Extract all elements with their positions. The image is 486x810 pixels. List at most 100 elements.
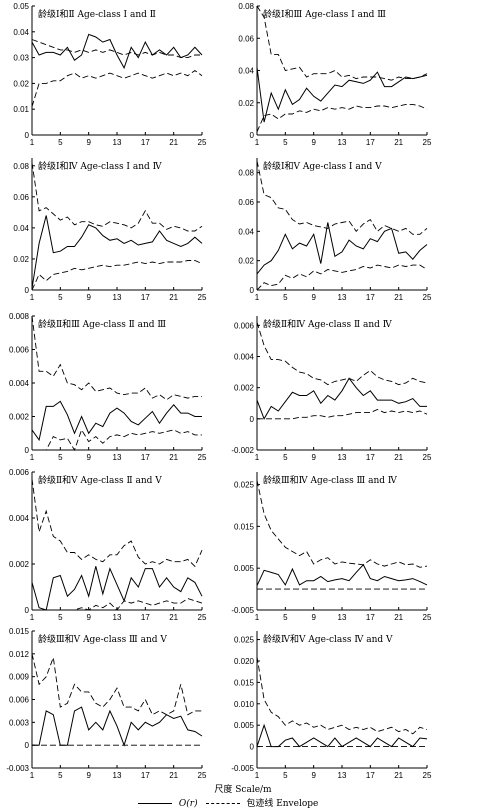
panel-title: 龄级Ⅱ和Ⅲ Age-class Ⅱ and Ⅲ [38, 318, 166, 330]
x-tick-label: 25 [198, 293, 207, 302]
x-tick-label: 17 [366, 613, 375, 622]
x-tick-label: 17 [141, 453, 150, 462]
x-tick-label: 5 [283, 453, 288, 462]
series-upper-line [31, 162, 203, 232]
x-tick-label: 25 [198, 771, 207, 780]
x-tick-label: 9 [86, 138, 91, 147]
y-tick-label: 0.015 [234, 678, 255, 687]
x-tick-label: 21 [394, 293, 403, 302]
y-tick-label: 0.006 [9, 696, 30, 705]
series-lower-line [31, 69, 203, 107]
series-upper-line [31, 653, 202, 716]
x-tick-label: 1 [30, 293, 35, 302]
y-tick-label: 0 [250, 286, 255, 295]
x-tick-label: 21 [394, 138, 403, 147]
x-tick-label: 13 [113, 293, 122, 302]
series-lower-line [256, 103, 428, 132]
x-tick-label: 13 [338, 613, 347, 622]
series-observed-line [31, 33, 203, 70]
x-tick-label: 17 [366, 453, 375, 462]
panel-6: 龄级Ⅱ和Ⅳ Age-class Ⅱ and Ⅳ -0.002 0 0.002 0.004… [231, 316, 432, 462]
series-lower-line [256, 264, 428, 291]
y-tick-label: 0.005 [234, 564, 255, 573]
x-tick-label: 9 [86, 613, 91, 622]
series-observed-line [256, 563, 428, 586]
y-tick-label: 0.002 [9, 413, 30, 422]
x-tick-label: 5 [283, 138, 288, 147]
x-tick-label: 5 [58, 138, 63, 147]
y-tick-label: 0.04 [13, 224, 29, 233]
series-upper-line [31, 478, 203, 568]
y-tick-label: 0.08 [238, 169, 254, 178]
x-tick-label: 21 [394, 453, 403, 462]
x-tick-label: 17 [141, 771, 150, 780]
panel-8: 龄级Ⅲ和Ⅳ Age-class Ⅲ and Ⅳ -0.005 0.005 0.015 0… [231, 472, 432, 622]
x-tick-label: 17 [366, 293, 375, 302]
x-tick-label: 1 [30, 138, 35, 147]
x-tick-label: 1 [255, 771, 260, 780]
x-tick-label: 1 [255, 138, 260, 147]
y-tick-label: 0.06 [238, 198, 254, 207]
y-tick-label: 0.009 [9, 673, 30, 682]
series-observed-line [31, 215, 203, 289]
y-tick-label: 0.08 [238, 2, 254, 11]
y-tick-label: 0.008 [9, 312, 30, 321]
x-tick-label: 25 [423, 771, 432, 780]
y-tick-label: 0.025 [234, 481, 255, 490]
x-tick-label: 25 [198, 613, 207, 622]
series-observed-line [256, 222, 428, 275]
y-tick-label: 0.04 [13, 28, 29, 37]
y-tick-label: 0.012 [9, 650, 30, 659]
y-tick-label: 0.08 [13, 162, 29, 171]
series-observed-line [256, 67, 428, 123]
x-tick-label: 9 [311, 453, 316, 462]
x-tick-label: 25 [423, 453, 432, 462]
x-tick-label: 5 [58, 293, 63, 302]
x-tick-label: 1 [255, 453, 260, 462]
panel-9: 龄级Ⅲ和Ⅴ Age-class Ⅲ and Ⅴ -0.003 0 0.003 0.006… [6, 627, 207, 780]
y-tick-label: 0.05 [13, 2, 29, 11]
y-tick-label: 0.01 [13, 105, 29, 114]
x-axis-label-text: 尺度 Scale/m [214, 785, 272, 795]
y-tick-label: 0.015 [9, 627, 30, 636]
x-tick-label: 5 [283, 613, 288, 622]
series-upper-line [256, 656, 428, 735]
series-lower-line [32, 598, 203, 611]
panel-title: 龄级Ⅰ和Ⅳ Age-class Ⅰ and Ⅳ [38, 160, 163, 172]
x-tick-label: 25 [423, 293, 432, 302]
y-tick-label: 0.015 [234, 522, 255, 531]
x-tick-label: 5 [283, 293, 288, 302]
x-tick-label: 13 [113, 613, 122, 622]
series-upper-line [256, 5, 428, 81]
x-tick-label: 1 [30, 453, 35, 462]
series-observed-line [256, 723, 428, 748]
y-tick-label: 0 [25, 286, 30, 295]
y-tick-label: -0.003 [6, 764, 29, 773]
y-tick-label: 0 [25, 741, 30, 750]
series-upper-line [31, 39, 202, 59]
x-tick-label: 13 [338, 138, 347, 147]
series-lower-line [257, 409, 428, 420]
y-tick-label: 0.04 [238, 227, 254, 236]
series-observed-line [32, 706, 203, 747]
x-tick-label: 25 [198, 138, 207, 147]
series-lower-line [31, 260, 203, 291]
y-tick-label: 0.06 [238, 34, 254, 43]
panel-5: 龄级Ⅱ和Ⅲ Age-class Ⅱ and Ⅲ 0 0.002 0.004 0.006 0… [9, 312, 207, 462]
x-tick-label: 9 [86, 771, 91, 780]
panel-title: 龄级Ⅰ和Ⅴ Age-class Ⅰ and Ⅴ [263, 160, 382, 172]
y-tick-label: 0.003 [9, 718, 30, 727]
panel-title: 龄级Ⅰ和Ⅱ Age-class Ⅰ and Ⅱ [38, 8, 156, 20]
y-tick-label: -0.005 [231, 606, 254, 615]
panel-title: 龄级Ⅱ和Ⅳ Age-class Ⅱ and Ⅳ [263, 318, 393, 330]
y-tick-label: 0.010 [234, 700, 255, 709]
panel-2: 龄级Ⅰ和Ⅲ Age-class Ⅰ and Ⅲ 0 0.02 0.04 0.06 0.08… [238, 2, 432, 147]
x-tick-label: 9 [311, 138, 316, 147]
legend-observed-swatch [138, 803, 172, 804]
y-tick-label: 0.02 [238, 257, 254, 266]
legend-envelope-label: 包迹线 Envelope [246, 799, 319, 809]
x-tick-label: 1 [30, 613, 35, 622]
y-tick-label: 0.04 [238, 67, 254, 76]
x-tick-label: 9 [311, 613, 316, 622]
panel-title: 龄级Ⅳ和Ⅴ Age-class Ⅳ and Ⅴ [263, 633, 393, 645]
